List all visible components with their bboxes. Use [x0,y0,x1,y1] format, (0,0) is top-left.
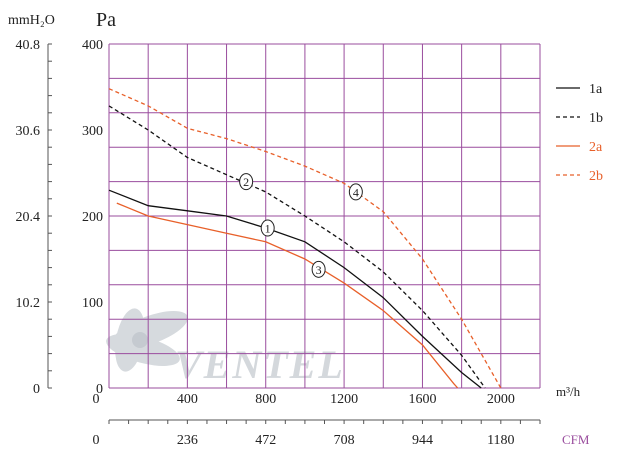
cfm-tick-label: 236 [177,433,198,448]
legend-label-2a: 2a [589,140,603,155]
legend-label-2b: 2b [589,169,603,184]
curve-marker-circle-2a [311,260,326,278]
cfm-tick-label: 0 [93,433,100,448]
pa-tick-label: 300 [82,124,103,139]
cfm-unit-label: CFM [562,432,590,447]
legend-label-1b: 1b [589,111,603,126]
grid [108,43,541,389]
series-line-2b [108,88,502,389]
m3h-tick-label: 2000 [487,392,515,407]
curve-marker-label-2a: 3 [316,263,322,277]
mmh2o-tick-label: 10.2 [16,296,41,311]
mmh2o-tick-label: 30.6 [16,124,41,139]
pa-tick-label: 200 [82,210,103,225]
series-line-1a [108,189,482,389]
m3h-unit-label: m³/h [556,384,581,399]
curve-marker-circle-2b [348,183,363,201]
mmh2o-tick-label: 40.8 [16,38,41,53]
series-layer [108,88,502,389]
curve-markers: 1 2 3 4 [239,173,363,278]
curve-marker-label-1a: 1 [265,222,271,236]
series-line-1b [108,105,486,389]
m3h-tick-label: 800 [255,392,276,407]
watermark: VENTEL [106,308,345,387]
mmh2o-tick-label: 20.4 [16,210,41,225]
pa-tick-label: 400 [82,38,103,53]
legend: 1a 1b 2a 2b [556,82,603,184]
pa-unit-label: Pa [96,9,116,31]
cfm-tick-label: 472 [255,433,276,448]
curve-marker-circle-1b [239,173,254,191]
mmh2o-unit-label: mmH₂O [8,13,55,28]
curve-marker-label-1b: 2 [243,175,249,189]
legend-label-1a: 1a [589,82,603,97]
m3h-tick-label: 1200 [330,392,358,407]
pa-tick-label: 100 [82,296,103,311]
curve-marker-circle-1a [260,219,275,237]
m3h-tick-label: 400 [177,392,198,407]
watermark-text: VENTEL [175,342,345,387]
mmh2o-tick-label: 0 [33,382,40,397]
cfm-tick-label: 708 [334,433,355,448]
series-line-2a [116,202,459,389]
m3h-tick-label: 1600 [408,392,436,407]
curve-marker-label-2b: 4 [353,185,359,199]
cfm-tick-label: 1180 [487,433,514,448]
pa-tick-label: 0 [96,382,103,397]
cfm-tick-label: 944 [412,433,433,448]
m3h-tick-label: 0 [93,392,100,407]
watermark-fan-icon [106,308,188,372]
